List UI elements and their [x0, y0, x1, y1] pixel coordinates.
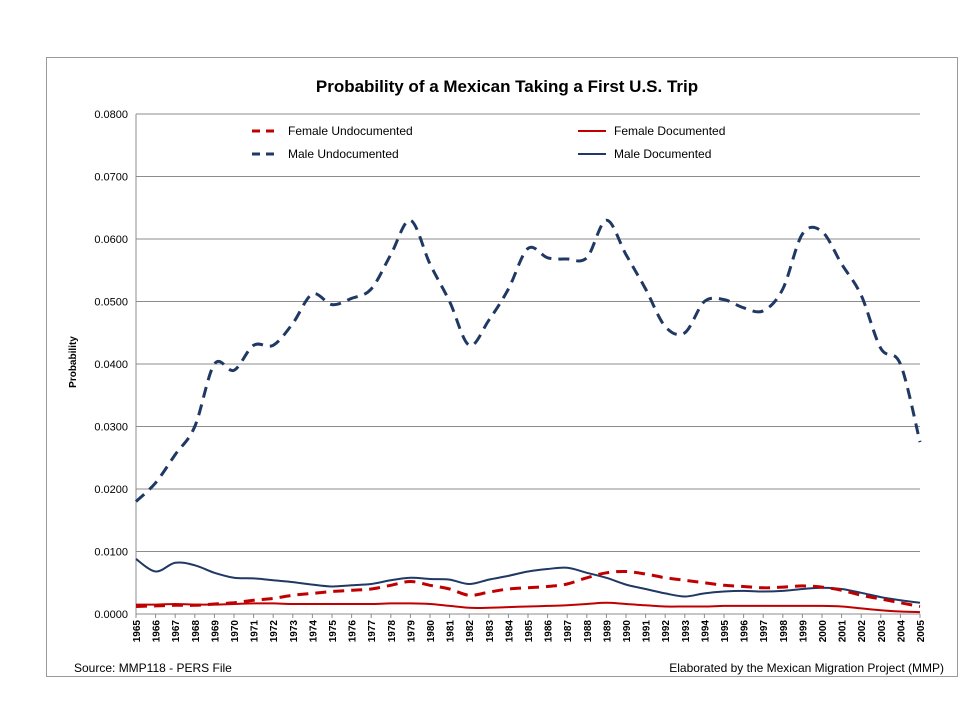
y-axis-label: Probability	[68, 336, 79, 388]
x-tick-label: 1992	[661, 620, 672, 643]
x-tick-label: 1983	[485, 620, 496, 643]
y-tick-label: 0.0500	[94, 297, 128, 309]
x-tick-label: 2001	[838, 620, 849, 643]
x-tick-label: 1993	[681, 620, 692, 643]
series-lines	[134, 218, 922, 614]
x-tick-label: 1969	[210, 620, 221, 643]
x-tick-label: 1998	[779, 620, 790, 643]
legend-label: Male Undocumented	[288, 147, 399, 161]
chart-title: Probability of a Mexican Taking a First …	[316, 77, 698, 96]
legend: Female Undocumented Female Documented Male…	[252, 124, 725, 161]
series-line-male-documented	[135, 558, 921, 604]
y-tick-label: 0.0200	[94, 484, 128, 496]
x-tick-label: 1980	[426, 620, 437, 643]
x-tick-label: 2000	[818, 620, 829, 643]
x-tick-label: 1982	[465, 620, 476, 643]
x-tick-label: 1970	[230, 620, 241, 643]
series-line-female-documented	[135, 601, 921, 614]
x-tick-label: 1986	[544, 620, 555, 643]
x-tick-label: 1985	[524, 620, 535, 643]
x-tick-label: 1975	[328, 620, 339, 643]
y-axis-ticks: 0.0000 0.0100 0.0200 0.0300 0.0400 0.0500 0.06…	[94, 109, 128, 621]
x-tick-label: 1989	[602, 620, 613, 643]
x-axis-ticks: 1965 1966 1967 1968 1969 1970 1971 1972 1973 1974…	[132, 614, 927, 642]
x-tick-label: 1991	[642, 620, 653, 643]
x-tick-label: 1968	[191, 620, 202, 643]
x-tick-label: 1972	[269, 620, 280, 643]
x-tick-label: 1999	[798, 620, 809, 643]
x-tick-label: 1997	[759, 620, 770, 643]
y-tick-label: 0.0700	[94, 172, 128, 184]
legend-label: Male Documented	[614, 147, 711, 161]
series-line-female-undocumented	[135, 569, 921, 608]
x-tick-label: 1978	[387, 620, 398, 643]
x-tick-label: 1977	[367, 620, 378, 643]
y-tick-label: 0.0300	[94, 422, 128, 434]
x-tick-label: 1981	[446, 620, 457, 643]
x-tick-label: 1984	[504, 620, 515, 643]
x-tick-label: 1966	[152, 620, 163, 643]
x-tick-label: 2002	[857, 620, 868, 643]
y-tick-label: 0.0000	[94, 609, 128, 621]
x-tick-label: 1976	[348, 620, 359, 643]
series-line-male-undocumented	[134, 218, 922, 503]
legend-label: Female Undocumented	[288, 124, 413, 138]
x-tick-label: 1971	[250, 620, 261, 643]
x-tick-label: 2003	[877, 620, 888, 643]
x-tick-label: 1979	[406, 620, 417, 643]
y-tick-label: 0.0100	[94, 547, 128, 559]
gridlines	[135, 113, 920, 615]
x-tick-label: 1965	[132, 620, 143, 643]
x-tick-label: 2005	[916, 620, 927, 643]
y-tick-label: 0.0600	[94, 234, 128, 246]
legend-label: Female Documented	[614, 124, 725, 138]
x-tick-label: 1967	[171, 620, 182, 643]
x-tick-label: 1990	[622, 620, 633, 643]
chart-frame	[46, 57, 958, 677]
x-tick-label: 1973	[289, 620, 300, 643]
source-note: Source: MMP118 - PERS File	[74, 661, 232, 675]
x-tick-label: 1995	[720, 620, 731, 643]
y-tick-label: 0.0400	[94, 359, 128, 371]
credit-note: Elaborated by the Mexican Migration Proj…	[669, 661, 944, 675]
y-tick-label: 0.0800	[94, 109, 128, 121]
x-tick-label: 1988	[583, 620, 594, 643]
x-tick-label: 1974	[308, 620, 319, 643]
x-tick-label: 1987	[563, 620, 574, 643]
x-tick-label: 1994	[700, 620, 711, 643]
x-tick-label: 1996	[740, 620, 751, 643]
x-tick-label: 2004	[896, 620, 907, 643]
